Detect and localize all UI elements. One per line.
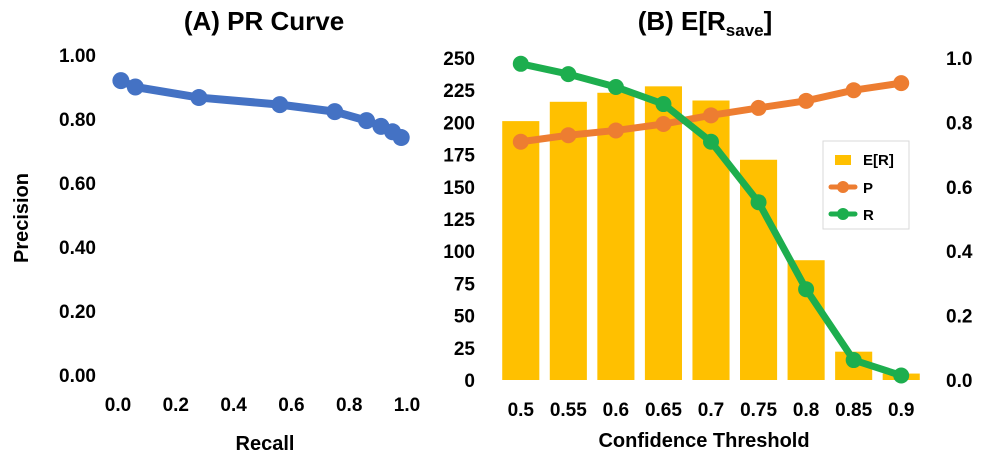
chart-a-x-tick-label: 0.6 [278, 395, 304, 416]
chart-a-x-axis-label: Recall [236, 433, 295, 455]
chart-b-x-tick-label: 0.5 [508, 400, 535, 421]
chart-b-x-tick-label: 0.8 [793, 400, 819, 421]
chart-b-left-y-tick-label: 125 [443, 210, 475, 231]
chart-b-data-point-p [798, 92, 815, 109]
chart-b-left-y-tick-label: 150 [443, 178, 475, 199]
chart-b-left-y-tick-label: 200 [443, 113, 475, 134]
chart-b-bar [502, 121, 540, 380]
chart-b-right-y-tick-label: 1.0 [946, 49, 972, 70]
chart-b-title-subscript: save [726, 21, 764, 40]
chart-a-data-point [358, 112, 376, 130]
chart-b-data-point-p [512, 133, 529, 150]
chart-b-data-point-p [703, 107, 719, 124]
chart-a-data-point [112, 72, 130, 90]
chart-b-data-point-p [845, 82, 862, 99]
chart-b-left-y-tick-label: 50 [454, 307, 475, 328]
chart-a-title: (A) PR Curve [184, 6, 344, 36]
chart-b-bar [787, 260, 825, 380]
chart-a-x-tick-label: 0.2 [163, 395, 189, 416]
chart-b-x-tick-label: 0.75 [740, 400, 777, 421]
chart-b-data-point-p [607, 122, 624, 139]
chart-b-data-point-r [703, 133, 719, 150]
chart-a-data-point [126, 78, 144, 96]
chart-b-right-y-tick-label: 0.8 [946, 113, 972, 134]
chart-b-data-point-r [750, 194, 767, 211]
chart-b-data-point-r [845, 352, 862, 369]
chart-b-data-point-r [798, 281, 815, 298]
chart-b-x-tick-label: 0.65 [645, 400, 682, 421]
legend-label-r: R [863, 207, 874, 224]
chart-a-x-tick-label: 0.0 [105, 395, 131, 416]
chart-a-y-tick-label: 0.60 [59, 174, 96, 195]
legend-label-bar: E[R] [863, 152, 894, 169]
chart-b-left-y-tick-label: 0 [464, 371, 475, 392]
chart-b-bar [740, 159, 778, 380]
chart-a-x-tick-label: 1.0 [394, 395, 420, 416]
chart-b-data-point-p [560, 127, 577, 144]
chart-b-data-point-r [512, 55, 529, 72]
chart-b-right-y-tick-label: 0.4 [946, 242, 973, 263]
chart-a-y-tick-label: 0.20 [59, 302, 96, 323]
chart-b-bar [644, 86, 682, 380]
chart-a-data-point [190, 89, 208, 107]
chart-b-x-tick-label: 0.7 [698, 400, 724, 421]
chart-a-x-tick-label: 0.4 [220, 395, 247, 416]
chart-b-data-point-p [750, 99, 767, 116]
chart-a-y-tick-label: 0.40 [59, 238, 96, 259]
chart-a-plot: 0.00 0.20 0.40 0.60 0.80 1.00 0.0 0.2 0.4 0.6 0.8 1… [59, 46, 420, 416]
chart-b-title-prefix: (B) E[R [638, 6, 726, 36]
legend-swatch-marker-r [837, 208, 849, 220]
legend-swatch-marker-p [837, 181, 849, 193]
chart-b-x-tick-label: 0.55 [550, 400, 587, 421]
chart-a-y-axis-label: Precision [11, 173, 33, 263]
chart-b-legend: E[R] PR [822, 140, 910, 230]
chart-a-y-tick-label: 0.80 [59, 110, 96, 131]
chart-b-right-y-tick-label: 0.6 [946, 178, 972, 199]
chart-a-data-point [392, 129, 410, 147]
chart-b-right-y-tick-label: 0.2 [946, 307, 972, 328]
chart-a-x-tick-label: 0.8 [336, 395, 362, 416]
chart-b-data-point-r [893, 367, 910, 384]
legend-label-p: P [863, 180, 873, 197]
chart-a-y-tick-label: 1.00 [59, 46, 96, 67]
chart-b-left-y-tick-label: 250 [443, 49, 475, 70]
chart-b-data-point-r [655, 96, 672, 113]
chart-a-y-tick-label: 0.00 [59, 366, 96, 387]
chart-b-data-point-p [655, 116, 672, 133]
chart-b-left-y-tick-label: 100 [443, 242, 475, 263]
chart-b-x-axis-label: Confidence Threshold [598, 430, 809, 452]
chart-b-bar [597, 92, 635, 380]
chart-b-title-suffix: ] [764, 6, 773, 36]
chart-b-x-tick-label: 0.85 [835, 400, 872, 421]
chart-b-x-tick-label: 0.6 [603, 400, 629, 421]
chart-b-data-point-r [607, 78, 624, 95]
chart-b-data-point-p [893, 75, 910, 92]
chart-b-left-y-tick-label: 175 [443, 146, 475, 167]
chart-b-left-y-tick-label: 75 [454, 274, 476, 295]
chart-a-series-line [116, 76, 406, 142]
legend-swatch-bar [835, 155, 851, 165]
chart-b-data-point-r [560, 66, 577, 83]
chart-b-title: (B) E[Rsave] [638, 6, 773, 40]
chart-b-left-y-tick-label: 225 [443, 81, 475, 102]
chart-b-plot: 0 25 50 75 100 125 150 175 200 225 250 0.0 0.2 0.4 0.6… [443, 49, 973, 421]
chart-b-left-y-tick-label: 25 [454, 339, 476, 360]
chart-a-data-point [271, 96, 289, 114]
chart-b-bar [549, 101, 587, 381]
chart-b-x-tick-label: 0.9 [888, 400, 914, 421]
chart-b-right-y-tick-label: 0.0 [946, 371, 972, 392]
chart-a-data-point [326, 103, 344, 121]
